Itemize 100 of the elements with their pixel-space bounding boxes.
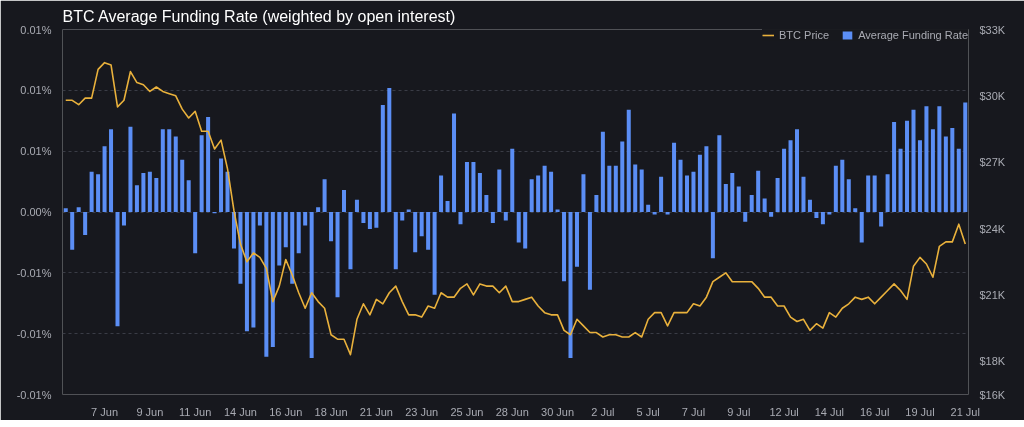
y2-tick-label: $18K xyxy=(979,355,1006,368)
bar xyxy=(121,212,126,226)
y-tick-label: 0.01% xyxy=(20,145,52,158)
bar xyxy=(400,212,405,221)
x-tick-label: 25 Jun xyxy=(450,405,484,418)
bar xyxy=(749,194,754,212)
bar xyxy=(329,212,334,242)
bar xyxy=(678,159,683,212)
bar xyxy=(807,199,812,212)
y-tick-label: -0.01% xyxy=(16,266,52,279)
bar xyxy=(633,164,638,212)
bar xyxy=(937,106,942,212)
bar xyxy=(846,179,851,212)
bar xyxy=(769,212,774,217)
bar xyxy=(697,154,702,212)
bar xyxy=(413,212,418,253)
bar xyxy=(646,204,651,212)
bar xyxy=(788,140,793,212)
bar xyxy=(393,212,398,270)
bar xyxy=(322,179,327,212)
bar xyxy=(859,212,864,243)
bar xyxy=(853,208,858,212)
bar xyxy=(626,109,631,212)
bar xyxy=(490,212,495,223)
bar xyxy=(219,158,224,212)
bar xyxy=(303,212,308,226)
bar xyxy=(963,102,968,212)
bar xyxy=(736,186,741,212)
bar xyxy=(128,126,133,212)
bar xyxy=(76,207,81,212)
bar xyxy=(251,212,256,328)
x-tick-label: 2 Jul xyxy=(591,405,615,418)
bar xyxy=(167,129,172,212)
bar xyxy=(290,212,295,284)
x-tick-label: 9 Jun xyxy=(136,405,164,418)
bar xyxy=(180,159,185,212)
bar xyxy=(872,175,877,212)
bar xyxy=(607,165,612,212)
bar xyxy=(704,146,709,212)
bar xyxy=(432,212,437,295)
bar xyxy=(782,148,787,212)
bar xyxy=(917,140,922,212)
bar xyxy=(717,135,722,212)
x-tick-label: 11 Jun xyxy=(179,405,212,418)
bar xyxy=(756,170,761,212)
bar xyxy=(238,212,243,284)
x-tick-label: 19 Jul xyxy=(905,405,935,418)
bar xyxy=(924,106,929,212)
x-tick-label: 5 Jul xyxy=(636,405,660,418)
bar xyxy=(943,136,948,212)
bar xyxy=(898,148,903,212)
x-tick-label: 16 Jul xyxy=(859,405,890,418)
bar xyxy=(173,136,178,212)
bar xyxy=(419,212,424,237)
bar xyxy=(542,165,547,212)
legend-label: Average Funding Rate xyxy=(858,29,968,41)
bar xyxy=(710,212,715,259)
bar xyxy=(96,174,101,212)
bar xyxy=(659,176,664,212)
y-tick-label: -0.01% xyxy=(16,327,52,340)
bar xyxy=(620,141,625,212)
bar xyxy=(516,212,521,243)
x-tick-label: 9 Jul xyxy=(727,405,751,418)
bar xyxy=(866,175,871,212)
bar xyxy=(840,159,845,212)
bar xyxy=(160,129,165,212)
bar xyxy=(458,212,463,225)
bar xyxy=(283,212,288,248)
bar xyxy=(154,177,159,212)
x-tick-label: 7 Jun xyxy=(91,405,119,418)
bar xyxy=(193,212,198,254)
bar xyxy=(342,190,347,212)
bar xyxy=(109,129,114,212)
bar xyxy=(581,174,586,212)
bar xyxy=(186,180,191,212)
x-tick-label: 23 Jun xyxy=(405,405,439,418)
bar xyxy=(426,212,431,250)
bar xyxy=(672,142,677,212)
bar xyxy=(911,109,916,212)
bar xyxy=(795,129,800,212)
bar xyxy=(484,194,489,212)
bar xyxy=(723,184,728,212)
bar xyxy=(348,212,353,270)
bar xyxy=(464,162,469,212)
bar xyxy=(257,212,262,226)
bar xyxy=(950,128,955,212)
y2-tick-label: $21K xyxy=(979,288,1006,301)
bar xyxy=(231,212,236,249)
bar xyxy=(309,212,314,358)
x-tick-label: 21 Jul xyxy=(950,405,980,418)
bar xyxy=(477,173,482,212)
x-tick-label: 12 Jul xyxy=(769,405,799,418)
bar xyxy=(83,212,88,236)
bar xyxy=(115,212,120,327)
y-tick-label: -0.01% xyxy=(16,388,52,401)
y2-tick-label: $33K xyxy=(979,23,1006,36)
bar xyxy=(316,207,321,212)
x-tick-label: 14 Jul xyxy=(814,405,845,418)
y2-tick-label: $16K xyxy=(979,388,1006,401)
bar xyxy=(277,212,282,266)
